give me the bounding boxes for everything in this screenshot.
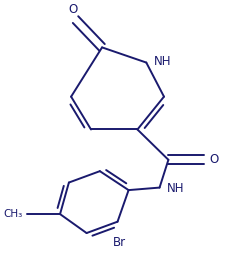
Text: NH: NH bbox=[167, 182, 185, 195]
Text: O: O bbox=[69, 3, 78, 16]
Text: NH: NH bbox=[154, 55, 172, 68]
Text: CH₃: CH₃ bbox=[3, 209, 22, 219]
Text: O: O bbox=[209, 153, 219, 166]
Text: Br: Br bbox=[113, 236, 126, 249]
